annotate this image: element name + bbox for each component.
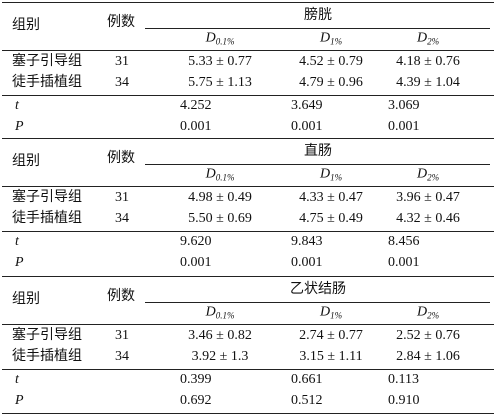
stat-label: P [15, 393, 24, 408]
count: 34 [115, 349, 129, 364]
group-name: 徒手插植组 [12, 75, 82, 90]
cell-value: 5.33 ± 0.77 [188, 54, 252, 69]
cell-value: 4.33 ± 0.47 [299, 190, 363, 205]
section-title: 直肠 [304, 144, 332, 159]
cell-value: 4.52 ± 0.79 [299, 54, 363, 69]
rule [2, 369, 494, 370]
group-name: 塞子引导组 [12, 54, 82, 69]
stat-value: 9.843 [291, 234, 323, 249]
stat-label: t [15, 98, 19, 113]
cell-value: 4.39 ± 1.04 [396, 75, 460, 90]
rule [145, 302, 490, 303]
cell-value: 2.84 ± 1.06 [396, 349, 460, 364]
count: 34 [115, 75, 129, 90]
count: 31 [115, 328, 129, 343]
rule [2, 186, 494, 187]
stat-value: 0.910 [388, 393, 420, 408]
dose-header: D0.1% [205, 30, 235, 47]
group-name: 徒手插植组 [12, 211, 82, 226]
dose-header: D2% [416, 166, 440, 183]
count-header: 例数 [107, 15, 135, 30]
group-name: 徒手插植组 [12, 349, 82, 364]
group-name: 塞子引导组 [12, 190, 82, 205]
rule [2, 50, 494, 51]
stat-value: 0.661 [291, 372, 323, 387]
rule [145, 28, 490, 29]
cell-value: 2.74 ± 0.77 [299, 328, 363, 343]
cell-value: 4.75 ± 0.49 [299, 211, 363, 226]
group-header: 组别 [12, 154, 40, 169]
group-header: 组别 [12, 292, 40, 307]
stat-value: 4.252 [180, 98, 212, 113]
stat-value: 0.001 [180, 119, 212, 134]
dose-header: D1% [319, 304, 343, 321]
rule [2, 413, 494, 414]
group-header: 组别 [12, 18, 40, 33]
dose-header: D2% [416, 304, 440, 321]
cell-value: 4.98 ± 0.49 [188, 190, 252, 205]
stat-value: 0.001 [180, 255, 212, 270]
rule [2, 138, 494, 139]
cell-value: 5.50 ± 0.69 [188, 211, 252, 226]
count-header: 例数 [107, 289, 135, 304]
stat-value: 0.113 [388, 372, 419, 387]
stat-value: 0.001 [388, 119, 420, 134]
cell-value: 3.92 ± 1.3 [191, 349, 249, 364]
stat-value: 9.620 [180, 234, 212, 249]
dose-header: D0.1% [205, 166, 235, 183]
rule [2, 231, 494, 232]
cell-value: 4.32 ± 0.46 [396, 211, 460, 226]
stat-label: P [15, 119, 24, 134]
stat-label: t [15, 234, 19, 249]
group-name: 塞子引导组 [12, 328, 82, 343]
cell-value: 2.52 ± 0.76 [396, 328, 460, 343]
dose-header: D0.1% [205, 304, 235, 321]
stat-label: P [15, 255, 24, 270]
cell-value: 3.46 ± 0.82 [188, 328, 252, 343]
count: 34 [115, 211, 129, 226]
rule [145, 164, 490, 165]
cell-value: 5.75 ± 1.13 [188, 75, 252, 90]
section-title: 膀胱 [304, 8, 332, 23]
count: 31 [115, 54, 129, 69]
stat-value: 3.069 [388, 98, 420, 113]
rule [2, 324, 494, 325]
stat-value: 3.649 [291, 98, 323, 113]
cell-value: 4.18 ± 0.76 [396, 54, 460, 69]
stat-value: 0.399 [180, 372, 212, 387]
count-header: 例数 [107, 151, 135, 166]
dose-header: D2% [416, 30, 440, 47]
cell-value: 4.79 ± 0.96 [299, 75, 363, 90]
cell-value: 3.15 ± 1.11 [299, 349, 363, 364]
rule [2, 2, 494, 3]
stat-label: t [15, 372, 19, 387]
stat-value: 0.692 [180, 393, 212, 408]
stat-value: 0.001 [388, 255, 420, 270]
section-title: 乙状结肠 [290, 282, 346, 297]
dose-header: D1% [319, 166, 343, 183]
dose-header: D1% [319, 30, 343, 47]
rule [2, 95, 494, 96]
cell-value: 3.96 ± 0.47 [396, 190, 460, 205]
stat-value: 0.001 [291, 119, 323, 134]
rule [2, 276, 494, 277]
stat-value: 0.512 [291, 393, 323, 408]
stat-value: 0.001 [291, 255, 323, 270]
stat-value: 8.456 [388, 234, 420, 249]
count: 31 [115, 190, 129, 205]
